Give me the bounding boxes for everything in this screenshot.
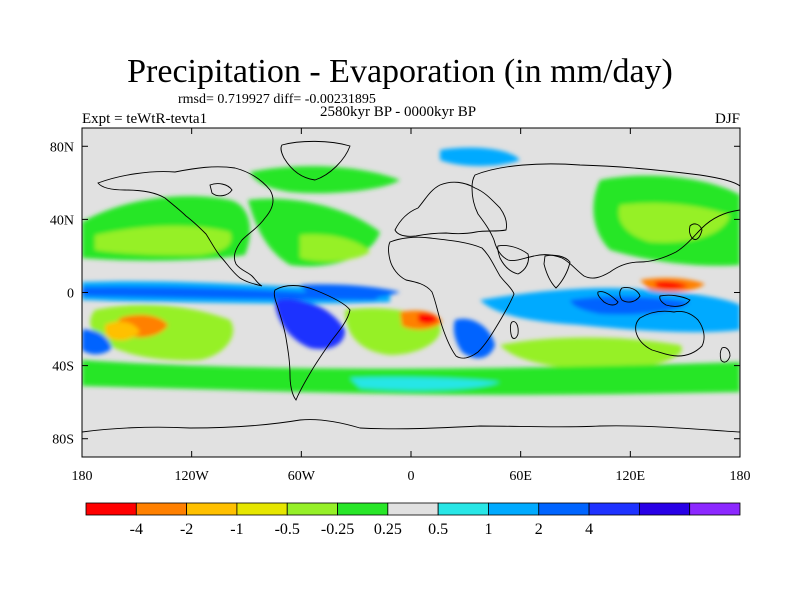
- coast-greenland: [280, 140, 351, 181]
- colorbar: -4 -2 -1 -0.5 -0.25 0.25 0.5 1 2 4: [85, 502, 741, 538]
- colorbar-swatch: [135, 502, 188, 516]
- colorbar-swatch: [638, 502, 691, 516]
- season-label: DJF: [714, 111, 740, 127]
- coast-new-zealand: [719, 347, 731, 363]
- southern-africa-rain: [453, 318, 495, 359]
- x-tick-label: 120W: [175, 469, 210, 484]
- east-pacific-blue: [82, 329, 112, 355]
- coast-australia: [635, 310, 705, 357]
- x-tick-label: 180: [730, 469, 751, 484]
- itcz-pacific-deep: [82, 286, 380, 300]
- coast-hudson-bay: [209, 183, 233, 197]
- colorbar-label: -1: [230, 521, 243, 538]
- south-pacific-yellow: [105, 321, 140, 341]
- south-america-rain: [275, 299, 345, 350]
- colorbar-label: -0.25: [321, 521, 354, 538]
- coast-antarctica: [82, 419, 740, 433]
- colorbar-swatch: [538, 502, 590, 516]
- colorbar-swatch: [85, 502, 137, 516]
- y-tick-label: 80N: [50, 140, 74, 155]
- coastlines: [82, 140, 740, 433]
- x-axis-ticks: 180 120W 60W 0 60E 120E 180: [72, 128, 751, 484]
- colorbar-swatch: [337, 502, 389, 516]
- colorbar-label: 4: [585, 521, 593, 538]
- north-pacific-light: [95, 225, 232, 256]
- coast-india: [543, 254, 571, 289]
- colorbar-label: 0.5: [428, 521, 448, 538]
- coast-europe: [394, 181, 508, 237]
- colorbar-label: -4: [130, 521, 143, 538]
- x-tick-label: 0: [408, 469, 415, 484]
- colorbar-label: 0.25: [374, 521, 402, 538]
- map-panel: [82, 128, 740, 457]
- colorbar-swatch: [236, 502, 288, 516]
- west-pacific-light: [618, 203, 730, 243]
- x-tick-label: 60W: [288, 469, 316, 484]
- colorbar-label: 1: [484, 521, 492, 538]
- south-atlantic-red: [418, 313, 438, 324]
- period-label: 2580kyr BP - 0000kyr BP: [320, 104, 477, 120]
- itcz-atlantic: [300, 284, 400, 299]
- colorbar-swatch: [488, 502, 540, 516]
- coast-africa: [388, 236, 515, 359]
- colorbar-label: -0.5: [275, 521, 300, 538]
- colorbar-label: -2: [180, 521, 193, 538]
- colorbar-swatch: [387, 502, 439, 516]
- maritime-deep: [570, 296, 690, 315]
- colorbar-swatch: [186, 502, 238, 516]
- y-axis-ticks: 80N 40N 0 40S 80S: [50, 140, 740, 448]
- coast-madagascar: [509, 321, 519, 339]
- y-tick-label: 0: [67, 287, 74, 302]
- statistics-label: rmsd= 0.719927 diff= -0.00231895: [178, 92, 376, 107]
- coast-arabia: [497, 245, 529, 275]
- coast-borneo: [619, 287, 641, 303]
- colorbar-swatch: [286, 502, 338, 516]
- experiment-label: Expt = teWtR-tevta1: [82, 111, 208, 127]
- x-tick-label: 180: [72, 469, 93, 484]
- y-tick-label: 80S: [52, 433, 74, 448]
- y-tick-label: 40S: [52, 360, 74, 375]
- coast-japan: [688, 223, 703, 241]
- plot-title: Precipitation - Evaporation (in mm/day): [127, 53, 673, 90]
- colorbar-swatch: [588, 502, 640, 516]
- north-atlantic-light: [300, 234, 370, 262]
- west-pacific-red: [655, 281, 688, 290]
- coast-sumatra: [597, 291, 619, 306]
- coast-new-guinea: [659, 294, 691, 307]
- x-tick-label: 120E: [616, 469, 646, 484]
- south-indian-dry: [500, 337, 682, 370]
- y-tick-label: 40N: [50, 213, 74, 228]
- coast-asia: [471, 163, 740, 279]
- coast-north-america: [97, 166, 274, 287]
- barents-blue: [440, 147, 520, 166]
- x-tick-label: 60E: [509, 469, 532, 484]
- arctic-patches: [250, 166, 400, 194]
- southern-ocean-cyan: [350, 377, 500, 390]
- pe-field: [82, 147, 740, 395]
- colorbar-swatch: [689, 502, 741, 516]
- colorbar-label: 2: [535, 521, 543, 538]
- coast-south-america: [273, 285, 351, 401]
- colorbar-swatch: [437, 502, 489, 516]
